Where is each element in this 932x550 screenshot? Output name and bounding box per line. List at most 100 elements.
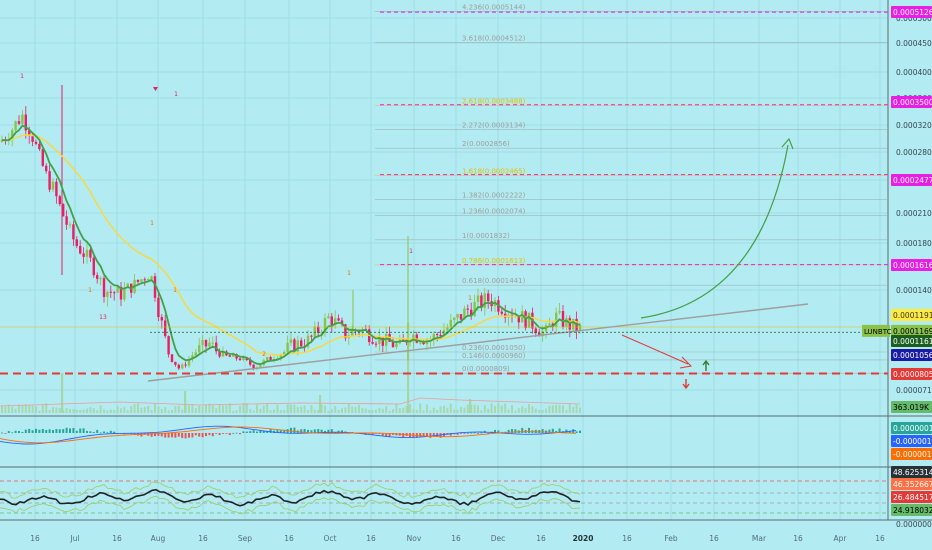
price-badge: 0.0001191 (893, 311, 932, 320)
volume-bar (290, 404, 292, 413)
macd-histogram-bar (252, 430, 255, 433)
time-axis-label: 16 (709, 534, 719, 543)
volume-bar (208, 403, 211, 413)
volume-bar (18, 404, 20, 413)
ema-fast-line (1, 124, 580, 366)
volume-bar (330, 409, 333, 413)
volume-bar (38, 410, 41, 413)
candle-body (252, 364, 255, 369)
candle-body (198, 345, 201, 353)
macd-histogram-bar (65, 427, 68, 433)
volume-bar (171, 410, 173, 413)
time-axis-label: Aug (151, 534, 166, 543)
candle-body (446, 327, 449, 331)
time-axis-label: 16 (536, 534, 546, 543)
volume-bar (320, 404, 323, 413)
volume-bar (262, 405, 265, 413)
candle-body (221, 351, 225, 357)
candle-body (463, 308, 466, 320)
macd-histogram-bar (177, 433, 180, 437)
fib-label: 1(0.0001832) (462, 232, 510, 240)
macd-histogram-bar (290, 427, 292, 433)
volume-bar (215, 407, 218, 413)
candle-annotation: 1 (409, 248, 413, 255)
fib-label: 3.618(0.0004512) (462, 34, 526, 42)
volume-bar (14, 408, 17, 413)
price-badge-box (891, 335, 932, 347)
volume-bar (103, 409, 105, 413)
candle-body (174, 361, 177, 365)
macd-histogram-bar (242, 431, 245, 433)
macd-histogram-bar (154, 433, 156, 437)
candle-body (201, 340, 204, 346)
candle-body (249, 359, 252, 365)
macd-histogram-bar (449, 433, 452, 436)
macd-histogram-bar (171, 433, 173, 438)
rsi-badge: 24.9180328 (893, 506, 932, 515)
volume-bar (28, 405, 31, 413)
volume-bar (123, 406, 126, 413)
volume-bar (517, 408, 520, 413)
volume-bar (456, 409, 459, 413)
volume-bar (487, 408, 490, 413)
macd-histogram-bar (72, 427, 75, 433)
time-axis-label: Jul (69, 534, 79, 543)
macd-histogram-bar (174, 433, 177, 438)
volume-bar (140, 407, 143, 413)
time-axis[interactable]: 16 Jul 16 Aug 16 Sep 16 Oct 16 Nov 16 Dec 16 2020 16 Fe… (30, 534, 885, 543)
volume-bar (242, 403, 245, 413)
candle-body (28, 130, 31, 136)
volume-bar (198, 405, 201, 413)
macd-badge-box (891, 448, 932, 460)
macd-histogram-bar (460, 433, 462, 434)
fib-label: 0(0.0000809) (462, 365, 510, 373)
macd-histogram-bar (103, 431, 105, 433)
macd-histogram-bar (429, 433, 432, 438)
chart-drawings (0, 11, 888, 390)
volume-bar (69, 408, 71, 413)
volume-bar (443, 405, 445, 413)
candle-body (75, 239, 78, 246)
macd-histogram-bar (188, 433, 190, 438)
candle-body (310, 335, 313, 337)
time-axis-label: Sep (238, 534, 252, 543)
macd-histogram-bar (205, 433, 207, 437)
candle-body (72, 224, 75, 240)
up-arrow-icon (702, 359, 710, 371)
macd-histogram-bar (456, 433, 459, 435)
candle-body (327, 316, 330, 319)
fib-label: 1.236(0.0002074) (462, 208, 526, 216)
volume-bar (21, 404, 24, 413)
candle-body (436, 334, 439, 336)
macd-pane (0, 425, 581, 445)
candle-body (204, 340, 208, 347)
candle-body (136, 279, 140, 282)
macd-histogram-bar (89, 431, 92, 433)
candle-body (119, 286, 123, 300)
macd-histogram-bar (494, 429, 496, 433)
macd-histogram-bar (507, 429, 510, 433)
volume-bar (174, 405, 177, 413)
macd-histogram-bar (113, 431, 116, 433)
macd-histogram-bar (62, 429, 65, 433)
volume-bar (412, 409, 415, 413)
candle-body (279, 354, 282, 359)
volume-bar (494, 405, 496, 413)
candle-body (456, 314, 459, 318)
candle-body (313, 326, 316, 337)
candle-body (82, 253, 85, 257)
macd-histogram-bar (228, 433, 231, 436)
fib-label: 4.236(0.0005144) (462, 3, 526, 11)
candle-body (449, 319, 452, 328)
candle-body (238, 358, 242, 361)
macd-histogram-bar (568, 431, 571, 433)
candle-body (259, 364, 262, 368)
volume-bar (303, 405, 306, 413)
symbol-tag-box (862, 324, 890, 337)
volume-bar (344, 407, 347, 413)
macd-histogram-bar (310, 430, 313, 433)
price-badge-box (891, 368, 932, 380)
